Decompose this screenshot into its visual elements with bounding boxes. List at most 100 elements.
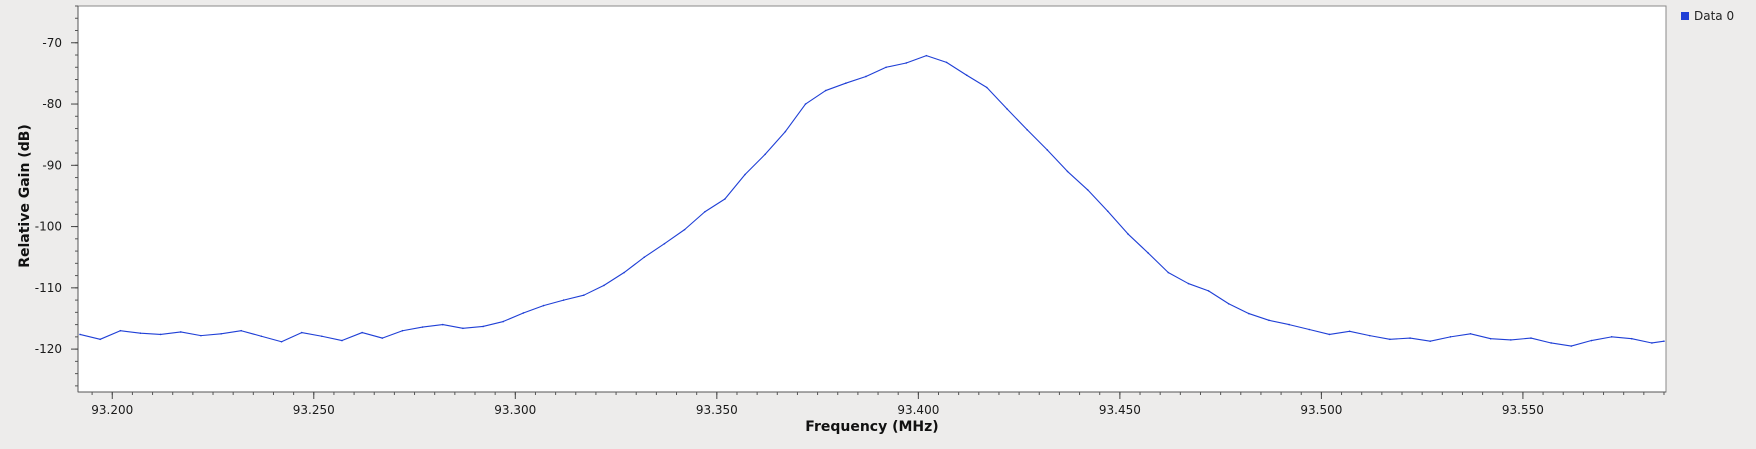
legend-label: Data 0: [1694, 9, 1734, 23]
data-point: [462, 327, 464, 330]
data-point: [260, 335, 263, 338]
data-point: [562, 299, 565, 301]
x-tick-label: 93.200: [91, 403, 133, 417]
data-point: [583, 294, 585, 296]
data-point: [300, 331, 303, 334]
data-point: [1590, 339, 1593, 342]
data-point: [764, 153, 766, 156]
data-point: [341, 339, 343, 342]
data-point: [381, 337, 384, 339]
x-tick-label: 93.550: [1502, 403, 1544, 417]
y-tick-label: -110: [35, 281, 62, 295]
data-point: [885, 66, 887, 69]
data-point: [804, 103, 807, 105]
y-tick-label: -100: [35, 220, 62, 234]
x-axis: 93.200 93.250 93.300 93.350 93.400 93.450 93.5…: [78, 391, 1666, 417]
data-point: [99, 338, 101, 341]
data-point: [179, 331, 182, 333]
data-point: [784, 130, 787, 133]
data-point: [1167, 271, 1170, 274]
data-point: [905, 62, 908, 64]
data-point: [643, 256, 646, 259]
series-line: [79, 55, 1665, 347]
legend[interactable]: Data 0: [1681, 9, 1734, 23]
data-point: [1268, 319, 1270, 322]
legend-swatch: [1681, 12, 1689, 20]
data-point: [159, 333, 162, 336]
data-point: [945, 61, 948, 64]
data-point: [1610, 336, 1613, 338]
data-point: [865, 75, 867, 78]
data-point: [1630, 337, 1633, 340]
data-point: [1550, 342, 1552, 344]
data-point: [1530, 337, 1532, 339]
data-point: [623, 271, 625, 274]
data-point: [986, 86, 988, 89]
x-tick-label: 93.500: [1300, 403, 1342, 417]
data-point: [1106, 210, 1109, 213]
data-point: [703, 211, 706, 213]
data-point: [1046, 149, 1049, 151]
data-point: [321, 335, 323, 338]
data-point: [925, 54, 928, 57]
data-point: [1066, 170, 1069, 173]
data-point: [1006, 108, 1008, 110]
data-point: [744, 173, 746, 176]
data-point: [1368, 334, 1371, 337]
data-point: [1348, 330, 1351, 333]
y-tick-label: -70: [42, 36, 62, 50]
data-point: [1663, 340, 1665, 342]
x-tick-label: 93.300: [494, 403, 536, 417]
data-point: [240, 329, 243, 332]
data-point: [1026, 128, 1028, 131]
data-point: [522, 312, 525, 314]
data-point: [1248, 312, 1250, 315]
data-point: [79, 333, 81, 336]
data-point: [724, 198, 726, 200]
data-point: [1308, 328, 1311, 331]
data-point: [280, 340, 283, 343]
x-tick-label: 93.250: [293, 403, 335, 417]
data-point: [824, 89, 827, 92]
data-point: [1469, 332, 1472, 335]
y-axis-title: Relative Gain (dB): [17, 124, 33, 268]
x-tick-label: 93.350: [696, 403, 738, 417]
series-layer: [79, 54, 1665, 347]
data-point: [1187, 282, 1190, 285]
data-point: [1651, 342, 1653, 344]
data-point: [1510, 339, 1512, 341]
data-point: [401, 329, 404, 332]
data-point: [1328, 333, 1331, 336]
data-point: [361, 331, 363, 334]
data-point: [421, 326, 424, 328]
data-point: [1570, 345, 1573, 347]
data-point: [1207, 290, 1210, 292]
data-point: [119, 329, 122, 332]
y-tick-label: -90: [42, 158, 62, 172]
data-point: [1086, 189, 1089, 191]
y-tick-label: -120: [35, 342, 62, 356]
data-point: [1127, 233, 1129, 235]
data-point: [845, 82, 847, 84]
data-point: [603, 284, 605, 287]
data-point: [1227, 302, 1230, 305]
data-point: [965, 74, 968, 77]
data-point: [1409, 337, 1411, 339]
x-tick-label: 93.450: [1099, 403, 1141, 417]
data-point: [220, 332, 222, 335]
data-point: [502, 320, 505, 323]
data-point: [683, 228, 686, 231]
data-point: [1429, 340, 1432, 342]
y-tick-label: -80: [42, 97, 62, 111]
x-tick-label: 93.400: [897, 403, 939, 417]
data-point: [482, 325, 484, 328]
data-point: [663, 242, 666, 245]
data-point: [1389, 338, 1391, 341]
y-axis: -70 -80 -90 -100 -110 -120: [35, 5, 79, 392]
data-point: [542, 304, 545, 307]
data-point: [139, 332, 142, 334]
data-point: [1489, 337, 1492, 340]
plot-area: [77, 5, 1667, 393]
data-point: [441, 323, 444, 326]
